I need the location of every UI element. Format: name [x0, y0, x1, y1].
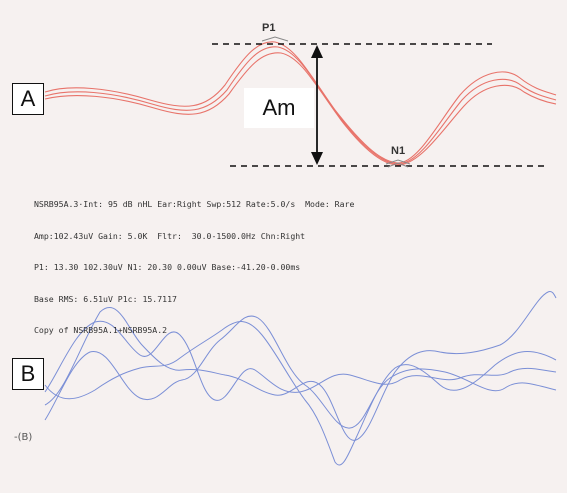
info-line: Copy of NSRB95A.1+NSRB95A.2 [34, 325, 168, 335]
info-line: NSRB95A.3·Int: 95 dB nHL Ear:Right Swp:5… [34, 199, 355, 209]
recording-info: NSRB95A.3·Int: 95 dB nHL Ear:Right Swp:5… [34, 178, 354, 357]
amplitude-arrow [311, 45, 323, 165]
trace-a-group [44, 41, 557, 166]
p1-marker [261, 36, 289, 42]
panel-b-label: B [12, 358, 44, 390]
trace-a-2 [44, 46, 557, 165]
trace-b-1 [44, 320, 557, 401]
trace-b-tag: -(B) [14, 432, 33, 443]
panel-a-label: A [12, 83, 44, 115]
amplitude-label: Am [244, 88, 314, 128]
info-line: Base RMS: 6.51uV P1c: 15.7117 [34, 293, 177, 304]
p1-peak-label: P1 [262, 22, 276, 34]
trace-b-4 [44, 321, 557, 466]
trace-b-3 [44, 291, 557, 441]
trace-a-3 [44, 52, 557, 166]
trace-b-group [44, 291, 557, 466]
trace-b-2 [44, 315, 557, 429]
info-line: Amp:102.43uV Gain: 5.0K Fltr: 30.0-1500.… [34, 230, 306, 241]
info-line: P1: 13.30 102.30uV N1: 20.30 0.00uV Base… [34, 262, 301, 272]
n1-peak-label: N1 [391, 145, 406, 157]
n1-marker [385, 159, 411, 168]
